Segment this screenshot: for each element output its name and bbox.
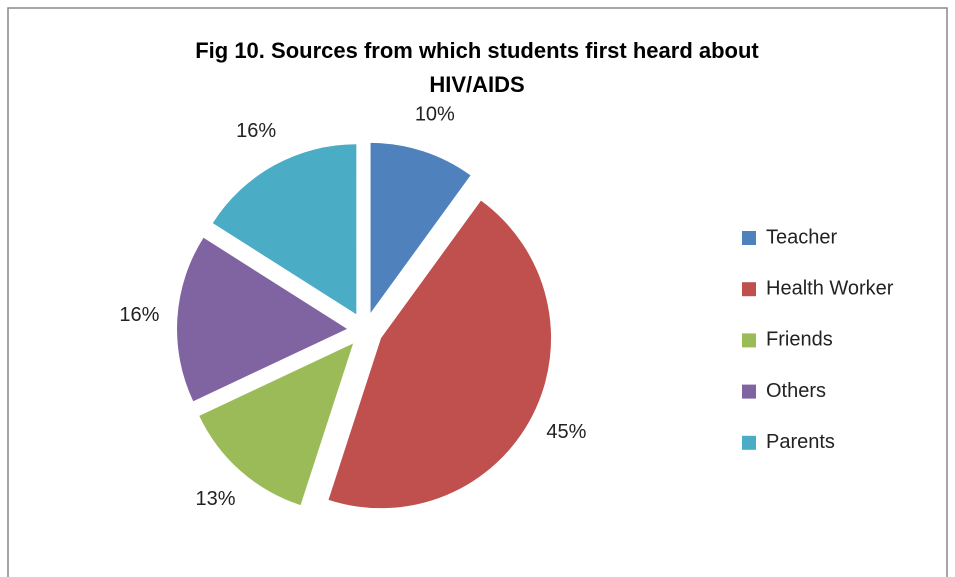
- legend-swatch: [742, 231, 756, 245]
- data-label: 10%: [415, 103, 455, 125]
- chart-title: Fig 10. Sources from which students firs…: [195, 38, 759, 97]
- pie-slice: [328, 200, 552, 509]
- legend-label: Teacher: [766, 226, 837, 248]
- pie-slice: [212, 144, 357, 315]
- legend-swatch: [742, 333, 756, 348]
- data-label: 16%: [236, 120, 276, 142]
- data-label: 13%: [196, 488, 236, 510]
- pie-slice: [370, 142, 471, 313]
- chart-border: [7, 7, 948, 577]
- legend-label: Health Worker: [766, 277, 894, 299]
- data-label: 16%: [119, 304, 159, 326]
- data-label: 45%: [546, 421, 586, 443]
- legend-swatch: [742, 435, 756, 450]
- legend-label: Friends: [766, 329, 833, 351]
- legend-swatch: [742, 282, 756, 297]
- legend-label: Parents: [766, 431, 835, 453]
- pie-slice: [199, 343, 354, 506]
- legend-label: Others: [766, 380, 826, 402]
- pie-slice: [177, 237, 348, 402]
- legend-swatch: [742, 384, 756, 399]
